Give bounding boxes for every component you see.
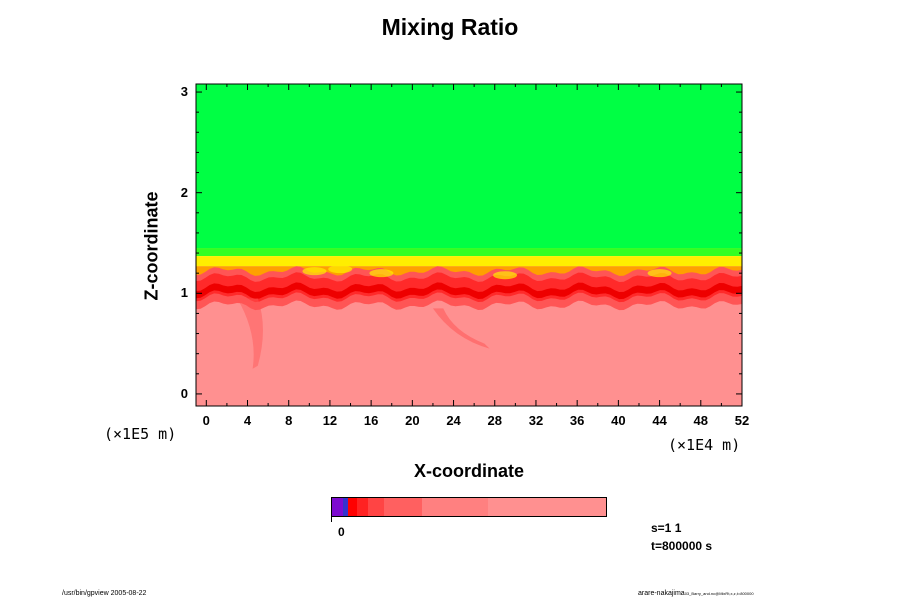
x-tick-label: 12 (322, 413, 338, 428)
plume-left (237, 298, 263, 369)
heatmap-field (196, 84, 742, 406)
colorbar-tick (331, 517, 332, 522)
axis-ticks (196, 84, 743, 406)
x-tick-label: 4 (243, 413, 252, 428)
band-transition (196, 248, 742, 257)
footer-right-small: 03_Barry_and.nc@MixRt,x,z,t=800000 (684, 591, 754, 596)
colorbar-segment (348, 498, 357, 516)
patch-3 (493, 271, 518, 280)
y-tick-label: 3 (180, 84, 188, 100)
patch-0 (302, 267, 327, 276)
y-tick-label: 1 (180, 285, 188, 301)
colorbar-segment (367, 498, 385, 516)
layer-red-dark (196, 282, 742, 300)
footer-right: arare-nakajima03_Barry_and.nc@MixRt,x,z,… (638, 590, 754, 597)
time-label: t=800000 s (651, 539, 713, 553)
colorbar-segment (488, 498, 606, 516)
patch-1 (328, 265, 353, 274)
band-upper (196, 84, 742, 249)
y-axis-label: Z-coordinate (141, 191, 162, 301)
colorbar-segment (422, 498, 489, 516)
patch-4 (647, 269, 672, 278)
patch-2 (369, 269, 394, 278)
y-scale-label: (×1E5 m) (104, 425, 177, 443)
footer-right-main: arare-nakajima (638, 590, 685, 597)
x-tick-label: 28 (487, 413, 502, 428)
x-tick-label: 32 (528, 413, 544, 428)
x-tick-label: 36 (569, 413, 585, 428)
colorbar-tick-label: 0 (338, 525, 345, 539)
colorbar (331, 497, 607, 517)
x-tick-label: 0 (202, 413, 210, 428)
y-tick-label: 0 (180, 385, 188, 401)
x-tick-label: 48 (693, 413, 709, 428)
colorbar-segment (332, 498, 343, 516)
band-yellow (196, 256, 742, 267)
step-label: s=1 1 (651, 521, 682, 535)
x-tick-label: 52 (734, 413, 750, 428)
colorbar-segment (356, 498, 368, 516)
x-tick-label: 8 (285, 413, 293, 428)
plume-center (432, 308, 490, 349)
x-scale-label: (×1E4 m) (668, 436, 741, 454)
x-tick-label: 44 (652, 413, 667, 428)
x-tick-label: 16 (363, 413, 379, 428)
y-tick-label: 2 (180, 184, 188, 200)
colorbar-segment (342, 498, 349, 516)
x-tick-label: 24 (446, 413, 461, 428)
chart-title: Mixing Ratio (381, 14, 519, 40)
colorbar-segment (384, 498, 423, 516)
x-tick-label: 20 (405, 413, 420, 428)
footer-left: /usr/bin/gpview 2005-08-22 (62, 590, 147, 597)
x-axis-label: X-coordinate (413, 461, 524, 481)
x-tick-label: 40 (611, 413, 626, 428)
plot-frame (195, 83, 743, 407)
